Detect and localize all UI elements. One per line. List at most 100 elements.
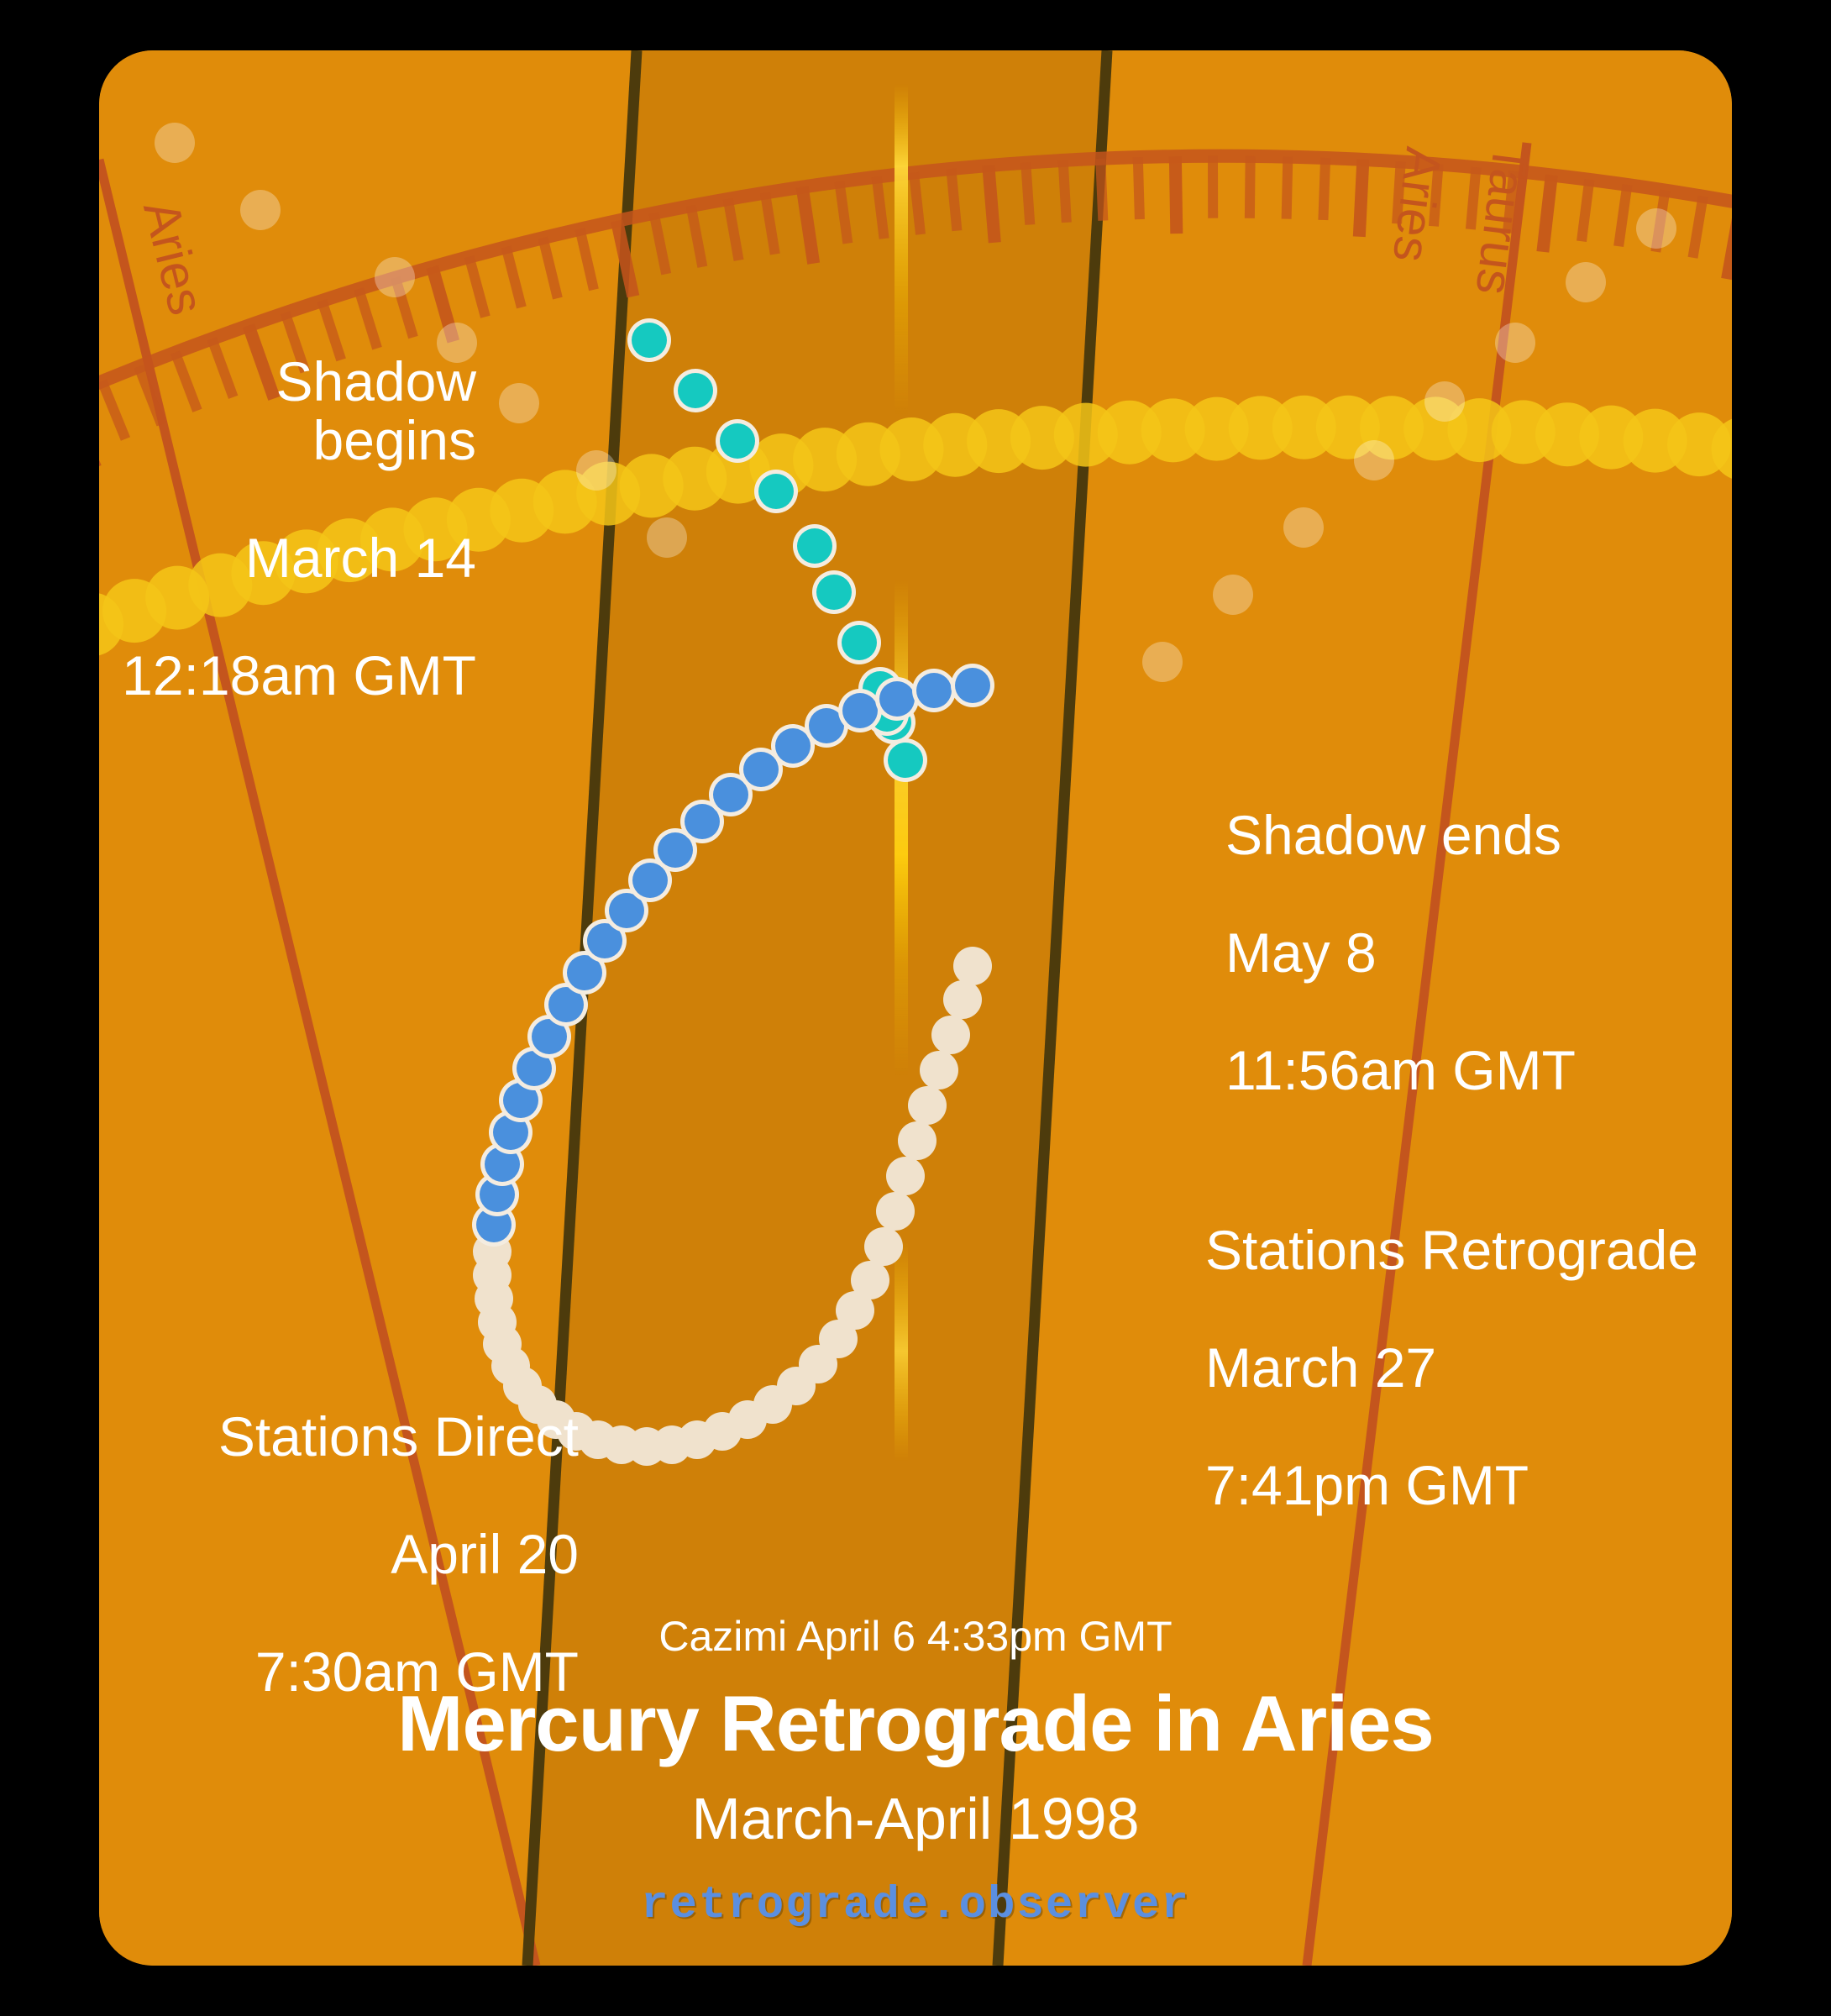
tick-mark: [280, 311, 310, 374]
annotation-stations-retrograde-title: Stations Retrograde: [1205, 1218, 1699, 1281]
annotation-stations-direct: Stations Direct April 20 7:30am GMT: [218, 1349, 579, 1761]
tick-mark: [426, 265, 460, 344]
path-dot: [955, 668, 990, 703]
tick-mark: [834, 181, 853, 244]
path-dot: [240, 190, 281, 230]
tick-mark: [1392, 161, 1406, 224]
path-dot: [658, 832, 693, 868]
tick-mark: [1318, 157, 1331, 221]
annotation-shadow-begins-title: Shadow begins: [275, 349, 476, 471]
tick-mark: [871, 176, 889, 239]
path-dot: [743, 752, 779, 787]
annotation-shadow-begins: Shadow begins March 14 12:18am GMT: [99, 294, 476, 764]
path-dot: [1495, 323, 1535, 363]
path-dot: [375, 257, 415, 297]
annotation-stations-direct-title: Stations Direct: [218, 1404, 579, 1467]
annotation-shadow-begins-time: 12:18am GMT: [122, 643, 476, 706]
path-dot: [437, 323, 477, 363]
path-dot: [517, 1051, 552, 1086]
annotation-stations-retrograde: Stations Retrograde March 27 7:41pm GMT: [1205, 1163, 1698, 1574]
sky-chart: [99, 50, 1732, 1966]
tick-mark: [946, 168, 963, 232]
tick-mark: [611, 219, 640, 298]
tick-mark: [795, 186, 821, 265]
tick-mark: [1168, 156, 1183, 234]
path-dot: [532, 1019, 567, 1054]
path-dot: [816, 575, 852, 610]
tick-mark: [759, 192, 780, 255]
tick-mark: [1687, 195, 1708, 259]
path-dot: [842, 693, 878, 728]
path-dot: [920, 1051, 958, 1089]
path-dot: [876, 1192, 915, 1231]
path-dot: [836, 1291, 874, 1330]
path-dot: [1142, 642, 1183, 682]
shadow-zone-wedge: [527, 50, 1107, 1966]
ecliptic-dot: [1272, 395, 1336, 459]
tick-mark: [909, 171, 926, 235]
tick-mark: [1244, 155, 1256, 218]
path-dot: [898, 1121, 936, 1160]
path-dot: [1213, 575, 1253, 615]
path-dot: [720, 423, 755, 459]
tick-mark: [317, 299, 346, 362]
path-dot: [851, 1261, 889, 1299]
annotation-shadow-ends: Shadow ends May 8 11:56am GMT: [1225, 748, 1576, 1159]
path-series-ghost-pre: [155, 123, 687, 558]
tick-mark: [722, 197, 744, 261]
path-dot: [1636, 208, 1676, 249]
tick-mark: [99, 379, 131, 441]
annotation-shadow-ends-date: May 8: [1225, 921, 1377, 984]
path-dot: [548, 987, 584, 1022]
path-dot: [609, 893, 644, 928]
path-dot: [576, 450, 616, 491]
tick-mark: [982, 165, 1001, 244]
path-dot: [155, 123, 195, 163]
tick-mark: [391, 276, 418, 339]
path-dot: [587, 923, 622, 958]
annotation-stations-direct-time: 7:30am GMT: [254, 1640, 579, 1703]
annotation-stations-retrograde-date: March 27: [1205, 1336, 1437, 1399]
tick-mark: [1057, 160, 1072, 223]
path-dot: [775, 728, 811, 764]
path-dot: [797, 528, 832, 564]
tick-mark: [1428, 164, 1444, 227]
tick-mark: [134, 365, 166, 427]
tick-mark: [1613, 184, 1633, 248]
tick-mark: [1536, 174, 1558, 253]
path-dot: [632, 323, 667, 358]
path-dot: [685, 804, 720, 839]
ecliptic-band: [99, 395, 1732, 657]
tick-mark: [1502, 170, 1519, 234]
path-dot: [485, 1147, 520, 1182]
tick-marks: [99, 155, 1732, 470]
path-dot: [886, 1157, 925, 1195]
annotation-stations-direct-date: April 20: [391, 1522, 579, 1585]
tick-mark: [1577, 179, 1595, 243]
path-dot: [916, 673, 952, 708]
tick-mark: [170, 350, 202, 412]
path-dot: [879, 681, 915, 717]
path-series-direct-pre: [627, 318, 927, 782]
shadow-boundary-end: [992, 50, 1113, 1966]
tick-mark: [464, 255, 491, 318]
annotation-shadow-ends-time: 11:56am GMT: [1225, 1038, 1576, 1101]
path-dot: [864, 1227, 903, 1266]
path-series-direct-post: [472, 664, 994, 1247]
tick-mark: [1132, 156, 1145, 220]
tick-mark: [501, 245, 527, 309]
path-dot: [1566, 262, 1606, 302]
path-dot: [842, 625, 877, 660]
path-dot: [943, 980, 982, 1019]
annotation-cazimi: Cazimi April 6 4:33pm GMT: [658, 1613, 1173, 1660]
path-dot: [647, 517, 687, 558]
tick-mark: [685, 204, 708, 268]
annotation-shadow-begins-date: March 14: [244, 526, 476, 589]
astrology-card: Pisces Aries Aries Taurus Shadow begins …: [99, 50, 1732, 1966]
path-dot: [713, 777, 748, 812]
tick-mark: [207, 337, 239, 399]
path-dot: [809, 708, 844, 743]
watermark: retrograde.observer: [641, 1880, 1190, 1931]
path-dot: [678, 373, 713, 408]
